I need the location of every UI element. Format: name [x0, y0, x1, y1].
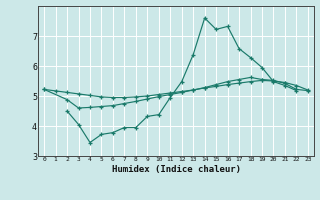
X-axis label: Humidex (Indice chaleur): Humidex (Indice chaleur)	[111, 165, 241, 174]
